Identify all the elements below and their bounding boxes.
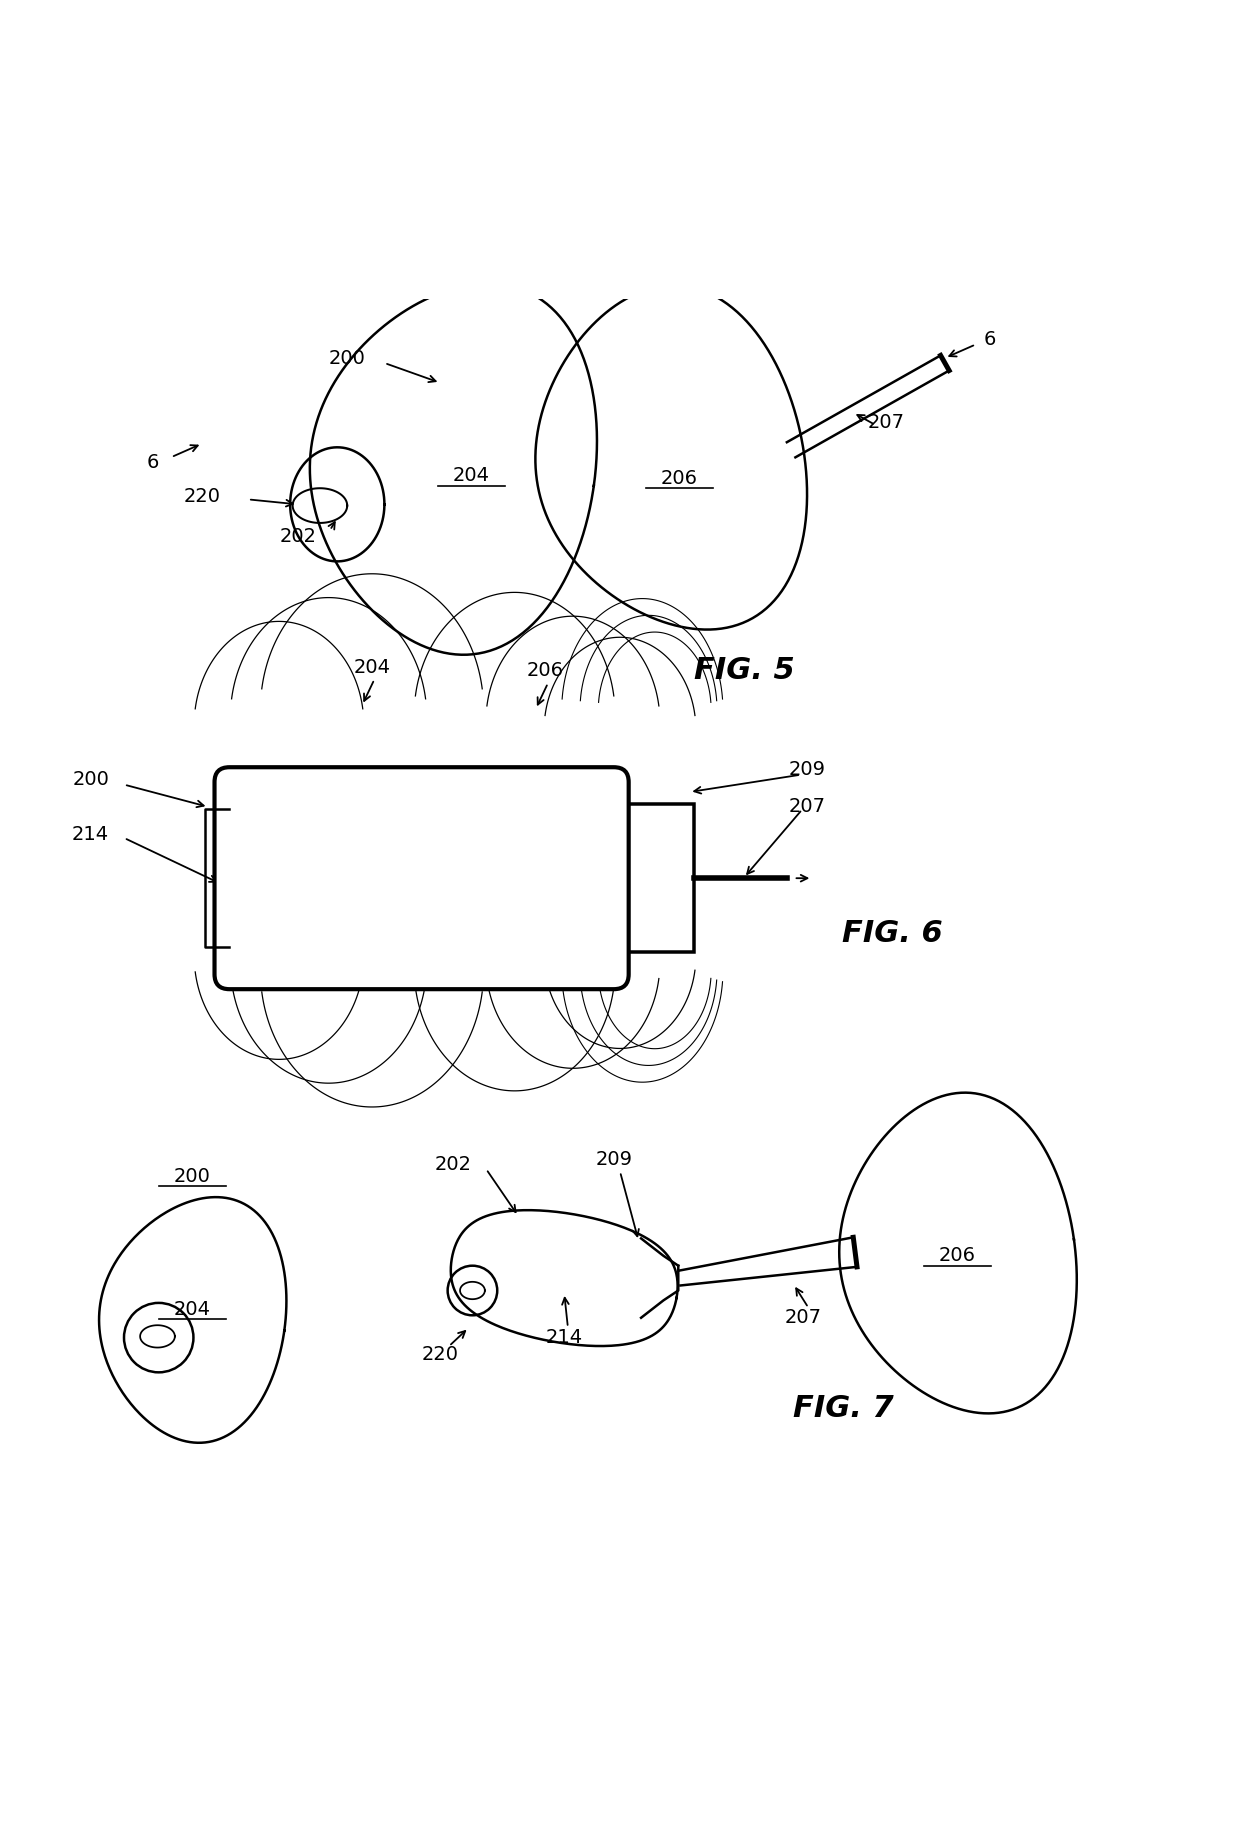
Text: 200: 200 xyxy=(329,349,366,367)
Text: 204: 204 xyxy=(353,658,391,676)
Text: 206: 206 xyxy=(661,468,698,489)
Text: 200: 200 xyxy=(174,1166,211,1187)
Text: 6: 6 xyxy=(146,452,159,472)
Text: 209: 209 xyxy=(789,761,826,779)
Text: FIG. 5: FIG. 5 xyxy=(693,656,795,685)
Text: 209: 209 xyxy=(595,1150,632,1168)
Text: 202: 202 xyxy=(403,869,440,887)
Text: 200: 200 xyxy=(72,770,109,790)
Text: 206: 206 xyxy=(527,661,564,680)
Text: 6: 6 xyxy=(983,331,996,349)
Text: 207: 207 xyxy=(785,1308,822,1328)
Text: FIG. 7: FIG. 7 xyxy=(792,1394,894,1424)
Text: 204: 204 xyxy=(174,1299,211,1319)
Text: 204: 204 xyxy=(453,467,490,485)
Text: 214: 214 xyxy=(72,825,109,843)
Text: 220: 220 xyxy=(422,1345,459,1365)
Text: 220: 220 xyxy=(184,487,221,507)
Text: 206: 206 xyxy=(939,1245,976,1266)
Text: 202: 202 xyxy=(279,527,316,546)
Text: FIG. 6: FIG. 6 xyxy=(842,918,944,948)
Bar xyxy=(614,805,694,952)
Text: 207: 207 xyxy=(789,797,826,816)
FancyBboxPatch shape xyxy=(215,768,629,988)
Text: 202: 202 xyxy=(434,1154,471,1174)
Text: 207: 207 xyxy=(868,413,905,432)
Text: 214: 214 xyxy=(546,1328,583,1347)
